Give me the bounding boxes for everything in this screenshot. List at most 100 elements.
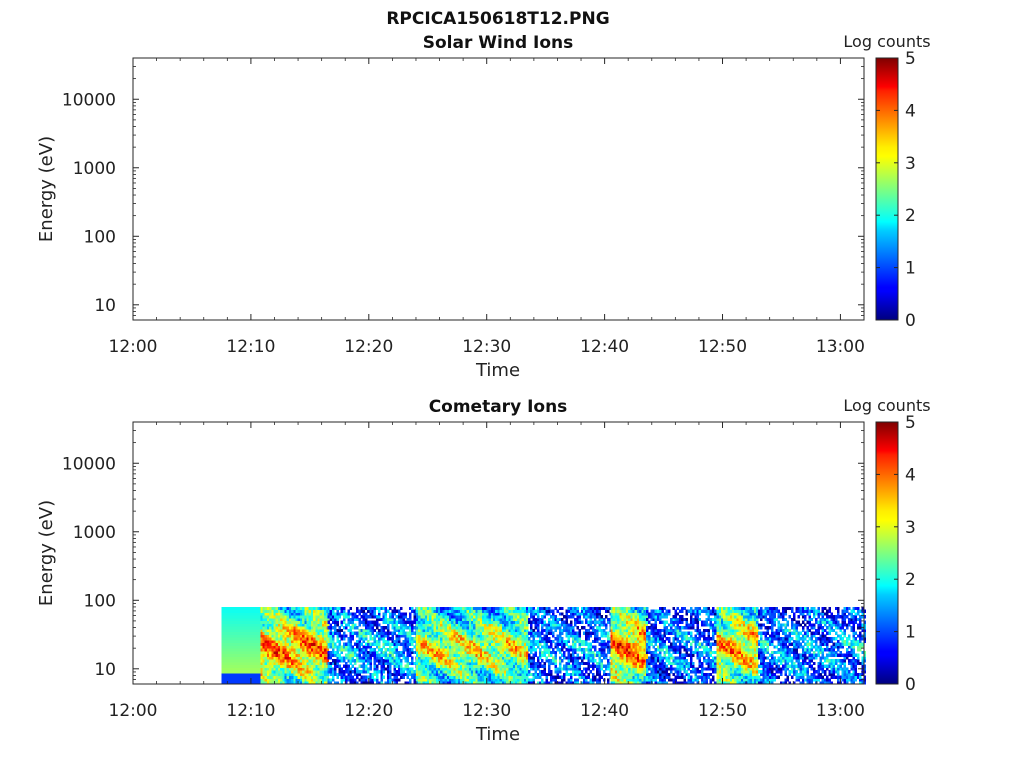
spectrogram-cell bbox=[329, 612, 333, 616]
spectrogram-cell bbox=[435, 648, 439, 652]
spectrogram-cell bbox=[440, 606, 443, 611]
spectrogram-cell bbox=[302, 650, 305, 655]
spectrogram-cell bbox=[552, 617, 555, 622]
spectrogram-cell bbox=[462, 634, 465, 638]
spectrogram-cell bbox=[431, 623, 434, 627]
spectrogram-cell bbox=[264, 612, 268, 616]
spectrogram-cell bbox=[492, 639, 496, 644]
spectrogram-cell bbox=[512, 659, 516, 663]
spectrogram-cell bbox=[327, 650, 331, 655]
spectrogram-cell bbox=[334, 631, 337, 635]
spectrogram-cell bbox=[269, 612, 272, 616]
spectrogram-cell bbox=[232, 642, 235, 646]
spectrogram-cell bbox=[400, 667, 403, 671]
spectrogram-cell bbox=[306, 675, 310, 679]
spectrogram-cell bbox=[501, 617, 505, 622]
spectrogram-cell bbox=[628, 612, 631, 616]
spectrogram-cell bbox=[630, 664, 633, 668]
spectrogram-cell bbox=[342, 631, 346, 635]
spectrogram-cell bbox=[342, 678, 346, 682]
spectrogram-cell bbox=[393, 628, 397, 633]
spectrogram-cell bbox=[565, 626, 568, 630]
spectrogram-cell bbox=[610, 653, 614, 657]
spectrogram-cell bbox=[492, 620, 496, 624]
spectrogram-cell bbox=[569, 672, 573, 677]
spectrogram-cell bbox=[367, 642, 370, 646]
spectrogram-cell bbox=[525, 626, 529, 630]
spectrogram-cell bbox=[389, 631, 392, 635]
spectrogram-cell bbox=[470, 634, 474, 638]
spectrogram-cell bbox=[324, 656, 327, 660]
spectrogram-cell bbox=[589, 656, 593, 660]
spectrogram-cell bbox=[282, 672, 285, 677]
spectrogram-cell bbox=[534, 653, 538, 657]
spectrogram-cell bbox=[282, 623, 285, 627]
spectrogram-cell bbox=[499, 634, 503, 638]
spectrogram-cell bbox=[519, 609, 522, 613]
spectrogram-cell bbox=[334, 661, 337, 666]
spectrogram-cell bbox=[519, 623, 522, 627]
spectrogram-cell bbox=[585, 634, 588, 638]
spectrogram-cell bbox=[440, 656, 443, 660]
spectrogram-cell bbox=[378, 634, 381, 638]
spectrogram-cell bbox=[400, 672, 403, 677]
spectrogram-cell bbox=[587, 650, 590, 655]
spectrogram-cell bbox=[453, 650, 456, 655]
spectrogram-cell bbox=[369, 659, 372, 663]
spectrogram-cell bbox=[275, 645, 279, 649]
spectrogram-cell bbox=[431, 648, 434, 652]
spectrogram-cell bbox=[397, 617, 401, 622]
spectrogram-cell bbox=[362, 653, 366, 657]
spectrogram-cell bbox=[473, 626, 476, 630]
spectrogram-cell bbox=[437, 672, 441, 677]
spectrogram-cell bbox=[593, 628, 597, 633]
spectrogram-cell bbox=[349, 675, 353, 679]
spectrogram-cell bbox=[600, 653, 604, 657]
spectrogram-cell bbox=[437, 650, 441, 655]
spectrogram-cell bbox=[585, 661, 588, 666]
spectrogram-cell bbox=[519, 656, 522, 660]
spectrogram-cell bbox=[234, 626, 238, 630]
spectrogram-cell bbox=[525, 606, 529, 611]
spectrogram-cell bbox=[221, 653, 224, 657]
spectrogram-cell bbox=[574, 659, 577, 663]
colorbar-tick-label: 0 bbox=[905, 311, 916, 331]
spectrogram-cell bbox=[310, 659, 314, 663]
spectrogram-cell bbox=[375, 656, 379, 660]
spectrogram-cell bbox=[534, 648, 538, 652]
spectrogram-cell bbox=[512, 623, 516, 627]
spectrogram-cell bbox=[340, 650, 344, 655]
spectrogram-cell bbox=[457, 620, 461, 624]
spectrogram-cell bbox=[221, 609, 224, 613]
spectrogram-cell bbox=[324, 617, 327, 622]
spectrogram-cell bbox=[549, 609, 553, 613]
spectrogram-cell bbox=[614, 645, 618, 649]
spectrogram-cell bbox=[444, 678, 448, 682]
spectrogram-cell bbox=[565, 620, 568, 624]
spectrogram-cell bbox=[338, 672, 342, 677]
spectrogram-cell bbox=[538, 661, 542, 666]
spectrogram-cell bbox=[353, 648, 357, 652]
spectrogram-cell bbox=[628, 634, 631, 638]
spectrogram-cell bbox=[499, 631, 503, 635]
spectrogram-cell bbox=[393, 623, 397, 627]
spectrogram-cell bbox=[369, 653, 372, 657]
spectrogram-cell bbox=[308, 626, 312, 630]
spectrogram-cell bbox=[632, 617, 636, 622]
spectrogram-cell bbox=[523, 637, 527, 641]
spectrogram-cell bbox=[260, 670, 263, 674]
spectrogram-cell bbox=[382, 675, 386, 679]
spectrogram-cell bbox=[558, 637, 562, 641]
spectrogram-cell bbox=[295, 659, 299, 663]
spectrogram-cell bbox=[369, 667, 372, 671]
spectrogram-cell bbox=[617, 628, 620, 633]
spectrogram-cell bbox=[260, 659, 263, 663]
spectrogram-cell bbox=[262, 678, 266, 682]
spectrogram-cell bbox=[492, 609, 496, 613]
spectrogram-cell bbox=[574, 612, 577, 616]
spectrogram-cell bbox=[234, 620, 238, 624]
spectrogram-cell bbox=[256, 642, 260, 646]
spectrogram-cell bbox=[256, 606, 260, 611]
spectrogram-cell bbox=[459, 617, 463, 622]
spectrogram-cell bbox=[457, 650, 461, 655]
